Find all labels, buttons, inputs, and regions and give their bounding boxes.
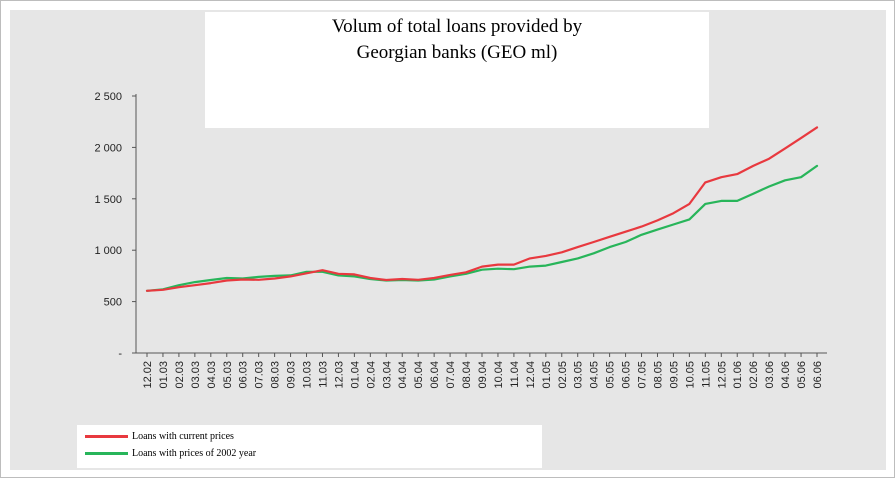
x-tick-label: 11.03 xyxy=(317,361,329,388)
y-tick-label: 2 000 xyxy=(94,142,122,154)
x-tick-label: 08.05 xyxy=(652,361,664,389)
x-tick-label: 09.03 xyxy=(286,361,298,389)
x-tick-label: 03.06 xyxy=(764,361,776,389)
x-tick-label: 01.06 xyxy=(732,361,744,389)
x-tick-label: 10.03 xyxy=(302,361,314,389)
x-tick-label: 10.05 xyxy=(684,361,696,389)
x-tick-label: 12.03 xyxy=(333,361,345,389)
series-line-2002-prices xyxy=(147,166,817,291)
x-tick-label: 02.06 xyxy=(748,361,760,389)
x-tick-label: 05.06 xyxy=(796,361,808,389)
x-tick-label: 03.05 xyxy=(573,361,585,389)
x-tick-label: 05.03 xyxy=(222,361,234,389)
x-tick-label: 12.05 xyxy=(716,361,728,389)
legend-swatch-2002 xyxy=(85,452,128,455)
x-tick-label: 01.03 xyxy=(158,361,170,389)
x-tick-label: 08.03 xyxy=(270,361,282,389)
x-tick-label: 05.04 xyxy=(413,361,425,389)
x-tick-label: 06.05 xyxy=(621,361,633,389)
legend-item-2002: Loans with prices of 2002 year xyxy=(85,445,256,461)
x-tick-label: 09.04 xyxy=(477,361,489,389)
y-tick-label: 500 xyxy=(104,297,122,309)
x-tick-label: 03.04 xyxy=(381,361,393,389)
y-tick-label: - xyxy=(118,348,122,360)
series-line-current-prices xyxy=(147,127,817,290)
legend-label-2002: Loans with prices of 2002 year xyxy=(132,448,256,459)
x-tick-label: 06.06 xyxy=(812,361,824,389)
x-tick-label: 12.02 xyxy=(142,361,154,389)
x-tick-label: 06.04 xyxy=(429,361,441,389)
x-tick-label: 06.03 xyxy=(238,361,250,389)
y-tick-label: 1 000 xyxy=(94,245,122,257)
x-tick-label: 08.04 xyxy=(461,361,473,389)
y-tick-label: 2 500 xyxy=(94,91,122,103)
legend: Loans with current prices Loans with pri… xyxy=(77,425,542,468)
x-tick-label: 04.06 xyxy=(780,361,792,389)
x-tick-label: 02.04 xyxy=(365,361,377,389)
x-tick-label: 02.03 xyxy=(174,361,186,389)
x-tick-label: 07.04 xyxy=(445,361,457,389)
x-tick-label: 11.04 xyxy=(509,361,521,388)
legend-swatch-current xyxy=(85,435,128,438)
x-tick-label: 11.05 xyxy=(700,361,712,388)
y-tick-label: 1 500 xyxy=(94,194,122,206)
x-tick-label: 07.05 xyxy=(637,361,649,389)
x-tick-label: 10.04 xyxy=(493,361,505,389)
x-tick-label: 02.05 xyxy=(557,361,569,389)
legend-label-current: Loans with current prices xyxy=(132,431,234,442)
x-tick-label: 01.05 xyxy=(541,361,553,389)
x-tick-label: 05.05 xyxy=(605,361,617,389)
x-tick-label: 07.03 xyxy=(254,361,266,389)
x-tick-label: 09.05 xyxy=(668,361,680,389)
x-tick-label: 03.03 xyxy=(190,361,202,389)
x-tick-label: 04.03 xyxy=(206,361,218,389)
x-tick-label: 04.04 xyxy=(397,361,409,389)
legend-item-current: Loans with current prices xyxy=(85,428,234,444)
x-tick-label: 04.05 xyxy=(589,361,601,389)
x-tick-label: 12.04 xyxy=(525,361,537,389)
x-tick-label: 01.04 xyxy=(349,361,361,389)
